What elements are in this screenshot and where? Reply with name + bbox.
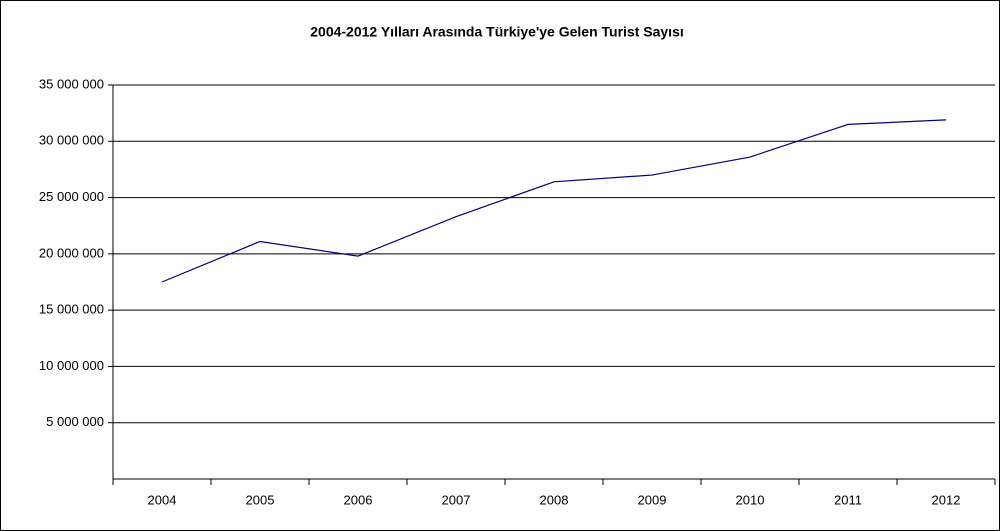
- x-tick-label: 2010: [736, 492, 765, 507]
- x-tick-label: 2012: [932, 492, 961, 507]
- x-tick-label: 2004: [148, 492, 177, 507]
- y-tick-label: 5 000 000: [46, 414, 104, 429]
- y-tick-label: 15 000 000: [39, 302, 104, 317]
- x-tick-label: 2005: [246, 492, 275, 507]
- y-tick-label: 35 000 000: [39, 76, 104, 91]
- x-tick-label: 2007: [442, 492, 471, 507]
- x-tick-label: 2009: [638, 492, 667, 507]
- x-tick-label: 2006: [344, 492, 373, 507]
- y-tick-label: 30 000 000: [39, 133, 104, 148]
- y-tick-label: 20 000 000: [39, 245, 104, 260]
- x-tick-label: 2008: [540, 492, 569, 507]
- x-tick-label: 2011: [834, 492, 862, 507]
- y-tick-label: 10 000 000: [39, 358, 104, 373]
- y-tick-label: 25 000 000: [39, 189, 104, 204]
- chart-title: 2004-2012 Yılları Arasında Türkiye'ye Ge…: [310, 24, 684, 40]
- data-line: [161, 119, 947, 283]
